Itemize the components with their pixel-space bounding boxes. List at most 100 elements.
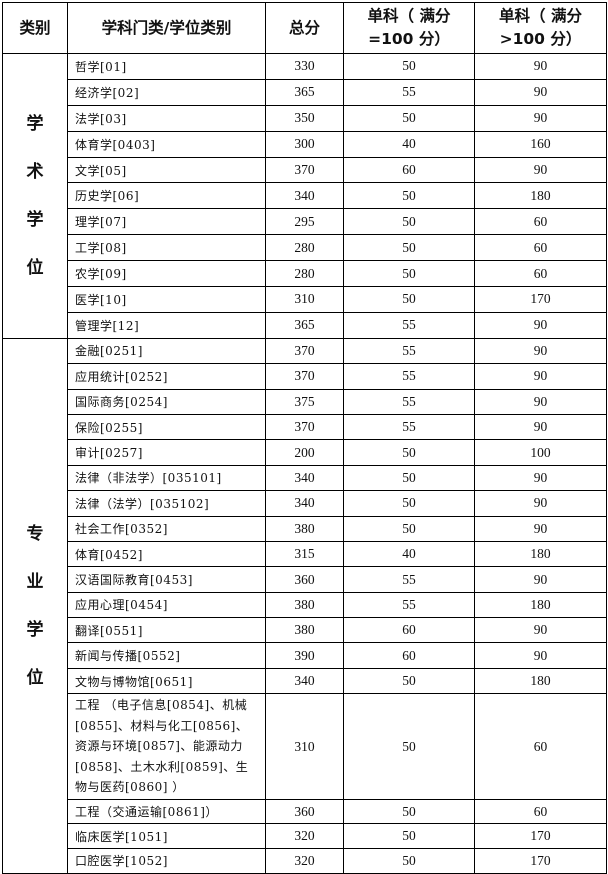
- single-gt100-cell: 180: [474, 540, 607, 568]
- total-score-cell: 360: [265, 566, 344, 593]
- total-score-cell: 330: [265, 53, 344, 80]
- discipline-cell: 体育[0452]: [67, 540, 266, 568]
- single-100-cell: 50: [343, 848, 475, 874]
- total-score-cell: 365: [265, 311, 344, 339]
- discipline-cell: 体育学[0403]: [67, 130, 266, 158]
- total-score-cell: 370: [265, 363, 344, 390]
- total-score-cell: 310: [265, 693, 344, 800]
- total-score-cell: 365: [265, 78, 344, 106]
- single-100-cell: 50: [343, 464, 475, 492]
- discipline-cell: 哲学[01]: [67, 53, 266, 80]
- table-row: 体育学[0403] 300 40 160: [3, 130, 607, 158]
- category-cell: 专业学位: [2, 337, 68, 874]
- discipline-cell: 金融[0251]: [67, 337, 266, 365]
- total-score-cell: 375: [265, 388, 344, 415]
- table-row: 文学[05] 370 60 90: [3, 156, 607, 184]
- table-row: 法律（法学）[035102] 340 50 90: [3, 490, 607, 517]
- single-gt100-cell: 90: [474, 156, 607, 184]
- table-row: 理学[07] 295 50 60: [3, 208, 607, 236]
- table-row: 国际商务[0254] 375 55 90: [3, 388, 607, 415]
- header-single-gt100: 单科（ 满分>100 分）: [474, 2, 607, 54]
- category-cell: 学术学位: [2, 53, 68, 339]
- single-100-cell: 50: [343, 286, 475, 313]
- total-score-cell: 340: [265, 464, 344, 492]
- single-100-cell: 55: [343, 413, 475, 441]
- table-row: 工程（交通运输[0861]） 360 50 60: [3, 798, 607, 825]
- total-score-cell: 360: [265, 798, 344, 825]
- single-100-cell: 55: [343, 591, 475, 619]
- single-gt100-cell: 90: [474, 464, 607, 492]
- category-label: 学术学位: [26, 113, 44, 278]
- discipline-cell: 法律（法学）[035102]: [67, 490, 266, 517]
- single-gt100-cell: 60: [474, 260, 607, 288]
- single-gt100-cell: 170: [474, 848, 607, 874]
- discipline-cell: 文物与博物馆[0651]: [67, 667, 266, 695]
- total-score-cell: 370: [265, 337, 344, 365]
- single-100-cell: 50: [343, 490, 475, 517]
- table-row: 历史学[06] 340 50 180: [3, 182, 607, 210]
- single-gt100-cell: 90: [474, 363, 607, 390]
- discipline-cell: 工程 （电子信息[0854]、机械[0855]、材料与化工[0856]、资源与环…: [67, 693, 266, 800]
- single-100-cell: 60: [343, 617, 475, 644]
- table-row: 应用统计[0252] 370 55 90: [3, 363, 607, 390]
- discipline-cell: 新闻与传播[0552]: [67, 642, 266, 669]
- total-score-cell: 315: [265, 540, 344, 568]
- single-100-cell: 60: [343, 642, 475, 669]
- single-100-cell: 55: [343, 388, 475, 415]
- single-gt100-cell: 90: [474, 566, 607, 593]
- discipline-cell: 社会工作[0352]: [67, 515, 266, 542]
- discipline-cell: 应用心理[0454]: [67, 591, 266, 619]
- total-score-cell: 370: [265, 413, 344, 441]
- single-gt100-cell: 180: [474, 591, 607, 619]
- table-row: 汉语国际教育[0453] 360 55 90: [3, 566, 607, 593]
- single-gt100-cell: 90: [474, 617, 607, 644]
- table-row: 工程 （电子信息[0854]、机械[0855]、材料与化工[0856]、资源与环…: [3, 693, 607, 800]
- table-row: 管理学[12] 365 55 90: [3, 311, 607, 339]
- discipline-cell: 文学[05]: [67, 156, 266, 184]
- single-100-cell: 55: [343, 78, 475, 106]
- total-score-cell: 280: [265, 234, 344, 262]
- total-score-cell: 320: [265, 848, 344, 874]
- single-100-cell: 50: [343, 234, 475, 262]
- discipline-cell: 审计[0257]: [67, 439, 266, 466]
- category-label: 专业学位: [26, 523, 44, 688]
- discipline-cell: 国际商务[0254]: [67, 388, 266, 415]
- single-100-cell: 50: [343, 439, 475, 466]
- total-score-cell: 280: [265, 260, 344, 288]
- discipline-cell: 保险[0255]: [67, 413, 266, 441]
- total-score-cell: 340: [265, 667, 344, 695]
- header-category: 类别: [2, 2, 68, 54]
- table-row: 临床医学[1051] 320 50 170: [3, 823, 607, 850]
- total-score-cell: 300: [265, 130, 344, 158]
- single-gt100-cell: 90: [474, 78, 607, 106]
- table-row: 保险[0255] 370 55 90: [3, 413, 607, 441]
- table-row: 口腔医学[1052] 320 50 170: [3, 848, 607, 874]
- table-row: 法律（非法学）[035101] 340 50 90: [3, 464, 607, 492]
- single-100-cell: 50: [343, 667, 475, 695]
- discipline-cell: 法学[03]: [67, 104, 266, 132]
- total-score-cell: 390: [265, 642, 344, 669]
- total-score-cell: 380: [265, 617, 344, 644]
- single-100-cell: 50: [343, 823, 475, 850]
- single-gt100-cell: 170: [474, 286, 607, 313]
- single-gt100-cell: 60: [474, 234, 607, 262]
- header-discipline: 学科门类/学位类别: [67, 2, 266, 54]
- discipline-cell: 翻译[0551]: [67, 617, 266, 644]
- table-row: 新闻与传播[0552] 390 60 90: [3, 642, 607, 669]
- total-score-cell: 340: [265, 490, 344, 517]
- single-gt100-cell: 60: [474, 798, 607, 825]
- table-row: 社会工作[0352] 380 50 90: [3, 515, 607, 542]
- single-gt100-cell: 60: [474, 693, 607, 800]
- discipline-cell: 经济学[02]: [67, 78, 266, 106]
- total-score-cell: 200: [265, 439, 344, 466]
- table-row: 工学[08] 280 50 60: [3, 234, 607, 262]
- discipline-cell: 工程（交通运输[0861]）: [67, 798, 266, 825]
- total-score-cell: 340: [265, 182, 344, 210]
- single-gt100-cell: 90: [474, 388, 607, 415]
- discipline-cell: 医学[10]: [67, 286, 266, 313]
- discipline-cell: 应用统计[0252]: [67, 363, 266, 390]
- single-gt100-cell: 90: [474, 104, 607, 132]
- single-100-cell: 50: [343, 208, 475, 236]
- table-row: 翻译[0551] 380 60 90: [3, 617, 607, 644]
- total-score-cell: 370: [265, 156, 344, 184]
